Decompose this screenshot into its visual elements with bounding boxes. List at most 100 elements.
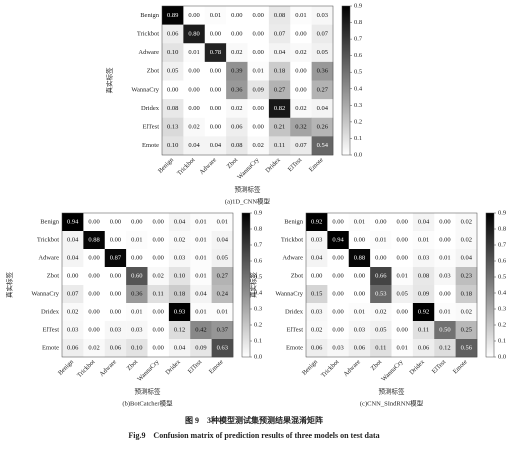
cell-label: 0.00 bbox=[210, 86, 221, 93]
cell-label: 0.01 bbox=[188, 49, 199, 56]
cell-label: 0.00 bbox=[332, 254, 343, 261]
colorbar-tick-label: 0.9 bbox=[354, 2, 362, 9]
x-tick-label: WannaCry bbox=[380, 358, 405, 383]
cell bbox=[211, 213, 234, 232]
colorbar-tick-label: 0.7 bbox=[354, 36, 363, 43]
cell bbox=[434, 267, 456, 286]
cell bbox=[147, 339, 170, 358]
cell bbox=[247, 24, 270, 44]
x-tick-label: Emote bbox=[208, 358, 225, 375]
cell-label: 0.00 bbox=[167, 86, 178, 93]
colorbar bbox=[241, 212, 251, 358]
cell bbox=[455, 303, 478, 322]
cell bbox=[412, 231, 435, 250]
cell bbox=[391, 285, 414, 304]
cell bbox=[327, 285, 350, 304]
colorbar-tick-label: 0.4 bbox=[354, 85, 363, 92]
cell bbox=[211, 285, 234, 304]
colorbar-tick-label: 0.0 bbox=[354, 151, 362, 158]
cell bbox=[268, 6, 291, 25]
cell bbox=[348, 249, 371, 268]
y-tick-label: Zbot bbox=[47, 272, 59, 279]
cell bbox=[311, 136, 334, 156]
cell bbox=[247, 6, 270, 25]
colorbar-tick-label: 0.9 bbox=[254, 209, 262, 216]
cell-label: 0.01 bbox=[253, 68, 264, 75]
cell bbox=[306, 249, 328, 268]
cell bbox=[147, 303, 170, 322]
colorbar-tick-label: 0.0 bbox=[254, 353, 262, 360]
cell-label: 0.66 bbox=[375, 272, 387, 279]
cell-label: 0.00 bbox=[131, 254, 142, 261]
cell bbox=[147, 321, 170, 340]
cell-label: 0.01 bbox=[217, 308, 228, 315]
cell bbox=[455, 267, 478, 286]
cell bbox=[126, 213, 148, 232]
cell-label: 0.63 bbox=[217, 344, 228, 351]
cell bbox=[183, 136, 206, 156]
cell bbox=[412, 213, 435, 232]
cell-label: 0.00 bbox=[88, 308, 99, 315]
cell bbox=[306, 303, 328, 322]
colorbar-tick-label: 0.3 bbox=[354, 102, 362, 109]
chart-title: (c)CNN_SIndRNN模型 bbox=[360, 398, 424, 407]
cell-label: 0.06 bbox=[418, 344, 430, 351]
cell-label: 0.89 bbox=[167, 12, 178, 19]
cell-label: 0.01 bbox=[131, 236, 142, 243]
cell bbox=[126, 303, 148, 322]
x-tick-label: Dridex bbox=[164, 358, 182, 376]
cell-label: 0.06 bbox=[167, 30, 179, 37]
cell-label: 0.00 bbox=[231, 30, 242, 37]
cell bbox=[455, 285, 478, 304]
colorbar-tick-label: 0.3 bbox=[498, 305, 506, 312]
cell bbox=[62, 303, 84, 322]
cell bbox=[147, 285, 170, 304]
cell-label: 0.00 bbox=[332, 272, 343, 279]
cell-label: 0.36 bbox=[131, 290, 143, 297]
cell-label: 0.00 bbox=[88, 272, 99, 279]
cell-label: 0.04 bbox=[461, 254, 473, 261]
cell bbox=[247, 43, 270, 63]
cell bbox=[455, 249, 478, 268]
cell-label: 0.06 bbox=[311, 344, 323, 351]
cell-label: 0.01 bbox=[131, 308, 142, 315]
cell bbox=[306, 339, 328, 358]
cell bbox=[247, 136, 270, 156]
colorbar-tick-label: 0.2 bbox=[354, 118, 362, 125]
cell-label: 0.00 bbox=[375, 254, 386, 261]
cell-label: 0.03 bbox=[67, 326, 78, 333]
cell bbox=[306, 285, 328, 304]
cell bbox=[412, 303, 435, 322]
cell bbox=[306, 213, 328, 232]
cell bbox=[247, 80, 270, 100]
x-tick-label: Zbot bbox=[126, 358, 140, 372]
y-tick-label: ElTest bbox=[286, 326, 303, 333]
cell bbox=[348, 285, 371, 304]
x-tick-label: Adware bbox=[98, 358, 118, 378]
cell bbox=[126, 339, 148, 358]
colorbar-tick-label: 0.5 bbox=[354, 69, 362, 76]
cell bbox=[306, 267, 328, 286]
cell bbox=[183, 80, 206, 100]
chart-title: (a)1D_CNN模型 bbox=[225, 196, 271, 205]
cell-label: 0.00 bbox=[210, 124, 221, 131]
cell-label: 0.00 bbox=[188, 86, 199, 93]
cell-label: 0.00 bbox=[354, 272, 365, 279]
cell bbox=[204, 43, 227, 63]
cell-label: 0.00 bbox=[188, 105, 199, 112]
cell-label: 0.10 bbox=[131, 344, 142, 351]
cell bbox=[211, 321, 234, 340]
cell bbox=[211, 303, 234, 322]
cell-label: 0.04 bbox=[174, 344, 186, 351]
cell bbox=[268, 24, 291, 44]
cell-label: 0.11 bbox=[153, 290, 164, 297]
cell bbox=[348, 339, 371, 358]
cell bbox=[211, 339, 234, 358]
cell bbox=[391, 267, 414, 286]
cell-label: 0.04 bbox=[217, 236, 229, 243]
cell-label: 0.01 bbox=[210, 12, 221, 19]
cell bbox=[147, 267, 170, 286]
cell-label: 0.87 bbox=[110, 254, 122, 261]
cell-label: 0.00 bbox=[153, 344, 164, 351]
